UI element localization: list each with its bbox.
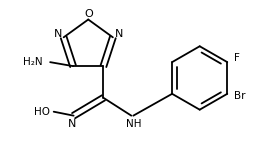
Text: N: N: [53, 29, 62, 39]
Text: N: N: [115, 29, 123, 39]
Text: Br: Br: [234, 91, 246, 101]
Text: HO: HO: [34, 107, 50, 117]
Text: O: O: [84, 9, 93, 19]
Text: H₂N: H₂N: [23, 57, 42, 67]
Text: NH: NH: [126, 119, 141, 129]
Text: F: F: [234, 53, 240, 63]
Text: N: N: [68, 119, 76, 129]
